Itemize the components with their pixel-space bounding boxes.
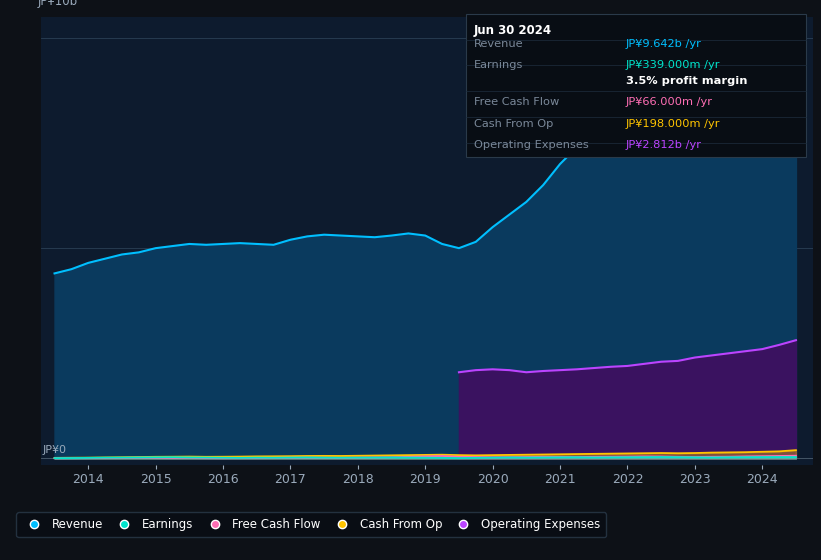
- Text: JP¥2.812b /yr: JP¥2.812b /yr: [626, 140, 702, 150]
- Text: 3.5% profit margin: 3.5% profit margin: [626, 76, 747, 86]
- Text: Jun 30 2024: Jun 30 2024: [474, 24, 552, 37]
- Text: JP¥0: JP¥0: [43, 445, 67, 455]
- Text: Revenue: Revenue: [474, 39, 523, 49]
- Text: Earnings: Earnings: [474, 60, 523, 70]
- Text: JP¥9.642b /yr: JP¥9.642b /yr: [626, 39, 701, 49]
- Text: JP¥66.000m /yr: JP¥66.000m /yr: [626, 97, 713, 108]
- Legend: Revenue, Earnings, Free Cash Flow, Cash From Op, Operating Expenses: Revenue, Earnings, Free Cash Flow, Cash …: [16, 512, 606, 537]
- Text: Cash From Op: Cash From Op: [474, 119, 553, 129]
- Text: JP¥10b: JP¥10b: [37, 0, 77, 8]
- Text: JP¥198.000m /yr: JP¥198.000m /yr: [626, 119, 720, 129]
- Text: Operating Expenses: Operating Expenses: [474, 140, 589, 150]
- Text: Free Cash Flow: Free Cash Flow: [474, 97, 559, 108]
- Text: JP¥339.000m /yr: JP¥339.000m /yr: [626, 60, 720, 70]
